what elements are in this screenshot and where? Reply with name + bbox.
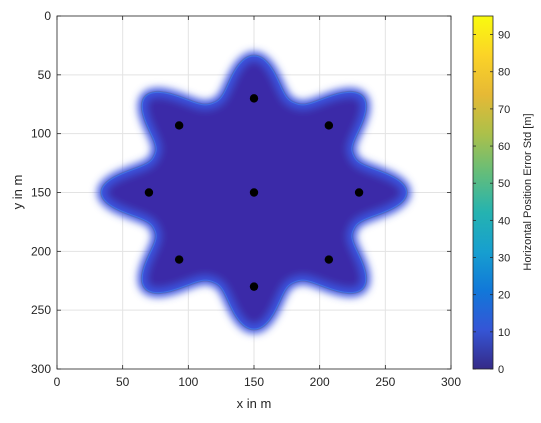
- x-tick-label-0: 0: [54, 375, 61, 389]
- colorbar-gradient: [472, 15, 494, 370]
- colorbar-label: Horizontal Position Error Std [m]: [522, 113, 534, 270]
- colorbar-tick-label-4: 40: [498, 215, 510, 227]
- x-tick-label-2: 100: [178, 375, 198, 389]
- colorbar: 0 10 20 30 40 50 60 70 80 90: [472, 15, 510, 376]
- anchor-point-1: [174, 121, 184, 130]
- anchor-point-4: [249, 188, 259, 197]
- region-outline: [101, 55, 407, 330]
- colorbar-tick-label-6: 60: [498, 141, 510, 153]
- x-tick-label-5: 250: [375, 375, 395, 389]
- anchor-point-0: [249, 94, 259, 103]
- colorbar-tick-label-3: 30: [498, 253, 510, 265]
- anchor-point-8: [249, 282, 259, 291]
- anchor-point-6: [174, 255, 184, 264]
- y-tick-label-4: 200: [31, 244, 51, 258]
- anchor-points: [144, 94, 364, 291]
- anchor-point-7: [324, 255, 334, 264]
- y-tick-label-2: 100: [31, 127, 51, 141]
- colorbar-tick-label-8: 80: [498, 67, 510, 79]
- y-tick-label-1: 50: [38, 68, 52, 82]
- anchor-point-2: [324, 121, 334, 130]
- y-axis: 0 50 100 150 200 250 300: [31, 9, 451, 376]
- x-axis: 0 50 100 150 200 250 300: [54, 16, 461, 389]
- colorbar-tick-label-9: 90: [498, 30, 510, 42]
- colorbar-tick-label-1: 10: [498, 327, 510, 339]
- colorbar-tick-label-5: 50: [498, 178, 510, 190]
- y-tick-label-5: 250: [31, 303, 51, 317]
- y-tick-label-3: 150: [31, 186, 51, 200]
- colorbar-tick-label-7: 70: [498, 104, 510, 116]
- anchor-point-5: [354, 188, 364, 197]
- y-tick-label-6: 300: [31, 362, 51, 376]
- colorbar-tick-label-2: 20: [498, 290, 510, 302]
- x-tick-label-6: 300: [441, 375, 461, 389]
- y-axis-label: y in m: [10, 175, 25, 210]
- x-tick-label-4: 200: [310, 375, 330, 389]
- x-axis-label: x in m: [237, 396, 272, 411]
- x-tick-label-3: 150: [244, 375, 264, 389]
- colorbar-tick-label-0: 0: [498, 364, 504, 376]
- y-tick-label-0: 0: [44, 9, 51, 23]
- anchor-point-3: [144, 188, 154, 197]
- x-tick-label-1: 50: [116, 375, 130, 389]
